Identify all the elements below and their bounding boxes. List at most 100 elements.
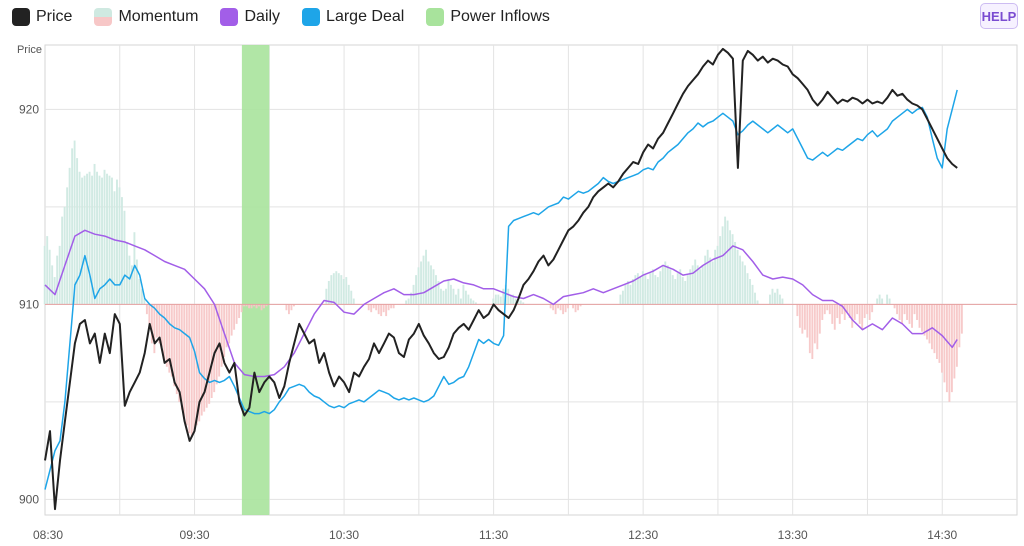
momentum-bar-positive [684, 280, 687, 305]
momentum-bar-negative [253, 304, 255, 307]
momentum-bar-negative [385, 304, 388, 317]
momentum-bar-positive [96, 171, 98, 305]
momentum-bar-positive [741, 261, 744, 305]
momentum-bar-negative [806, 304, 809, 338]
momentum-bar-positive [746, 273, 749, 305]
momentum-bar-negative [240, 304, 243, 313]
momentum-bar-positive [76, 158, 79, 305]
momentum-bar-positive [445, 288, 447, 305]
momentum-bar-negative [213, 304, 216, 393]
momentum-bar-negative [816, 304, 819, 350]
legend-item-daily[interactable]: Daily [220, 8, 280, 26]
x-tick-label: 09:30 [180, 528, 210, 542]
momentum-bar-positive [502, 288, 505, 305]
momentum-bar-positive [507, 288, 510, 305]
momentum-bar-negative [861, 304, 864, 330]
momentum-bar-negative [178, 304, 181, 402]
momentum-bar-negative [903, 304, 906, 315]
momentum-bar-positive [754, 292, 756, 305]
legend-label-price: Price [36, 8, 73, 25]
momentum-bar-negative [148, 304, 151, 324]
momentum-bar-negative [285, 304, 288, 311]
momentum-bar-negative [572, 304, 575, 309]
momentum-bar-positive [128, 255, 131, 305]
momentum-bar-positive [756, 300, 759, 305]
momentum-bar-positive [73, 140, 76, 305]
momentum-bar-negative [215, 304, 218, 385]
momentum-bar-negative [208, 304, 211, 404]
chart-series-lines [44, 47, 958, 511]
momentum-bar-negative [926, 304, 928, 340]
momentum-bar-positive [519, 300, 522, 305]
momentum-bar-negative [918, 304, 921, 328]
momentum-bar-negative [906, 304, 908, 320]
momentum-bar-negative [153, 304, 156, 354]
price-swatch-icon [12, 8, 30, 26]
momentum-bar-positive [639, 277, 642, 305]
momentum-bar-negative [813, 304, 816, 344]
momentum-bar-negative [183, 304, 186, 418]
y-tick-label: 900 [19, 492, 39, 506]
momentum-bar-negative [203, 304, 206, 412]
momentum-bar-negative [923, 304, 926, 336]
momentum-bar-positive [886, 294, 889, 305]
momentum-bar-negative [901, 304, 903, 324]
momentum-bar-positive [123, 210, 126, 305]
momentum-bar-positive [739, 255, 741, 305]
momentum-bar-positive [771, 288, 774, 305]
momentum-bar-positive [619, 294, 622, 305]
legend-item-large-deal[interactable]: Large Deal [302, 8, 404, 26]
momentum-bar-positive [649, 273, 652, 305]
momentum-bar-positive [407, 298, 410, 305]
legend-item-momentum[interactable]: Momentum [94, 8, 198, 26]
momentum-bar-negative [235, 304, 238, 324]
momentum-bar-negative [798, 304, 801, 328]
momentum-bar-positive [696, 265, 699, 305]
momentum-bar-positive [711, 261, 714, 305]
momentum-bar-positive [452, 288, 455, 305]
momentum-bar-positive [442, 290, 445, 305]
momentum-bar-negative [158, 304, 161, 344]
momentum-bar-positive [781, 298, 784, 305]
momentum-bar-positive [636, 273, 639, 305]
legend-label-power-inflows: Power Inflows [450, 8, 550, 25]
momentum-bar-negative [200, 304, 203, 416]
power-inflows-swatch-icon [426, 8, 445, 26]
momentum-bar-negative [387, 304, 390, 311]
momentum-bar-negative [288, 304, 290, 315]
momentum-bar-negative [574, 304, 577, 313]
momentum-bar-positive [118, 187, 121, 305]
legend-item-power-inflows[interactable]: Power Inflows [426, 8, 550, 26]
momentum-bar-positive [671, 275, 674, 305]
x-tick-label: 10:30 [329, 528, 359, 542]
momentum-bar-positive [462, 284, 465, 305]
momentum-bar-positive [86, 173, 89, 305]
momentum-bar-positive [340, 275, 343, 305]
momentum-bar-negative [250, 304, 253, 309]
momentum-bar-positive [61, 216, 64, 305]
momentum-bar-negative [188, 304, 191, 434]
momentum-bar-positive [126, 241, 128, 305]
momentum-bar-negative [260, 304, 263, 311]
momentum-swatch-icon [94, 8, 113, 26]
momentum-bar-positive [492, 298, 495, 305]
momentum-bar-negative [372, 304, 375, 309]
momentum-bar-negative [579, 304, 582, 307]
momentum-bar-positive [621, 290, 624, 305]
momentum-bar-positive [681, 277, 684, 305]
momentum-bar-positive [674, 279, 677, 305]
momentum-bar-positive [888, 298, 891, 305]
momentum-bar-positive [472, 300, 475, 305]
help-button[interactable]: HELP [980, 3, 1018, 29]
momentum-bar-negative [848, 304, 851, 319]
momentum-bar-negative [258, 304, 260, 307]
momentum-bar-negative [958, 304, 961, 348]
momentum-bar-negative [377, 304, 380, 315]
momentum-bar-positive [729, 230, 732, 305]
momentum-bar-negative [953, 304, 956, 379]
power-inflows-band [241, 45, 270, 515]
momentum-bar-negative [370, 304, 373, 313]
momentum-bar-negative [916, 304, 918, 320]
legend-item-price[interactable]: Price [12, 8, 72, 26]
